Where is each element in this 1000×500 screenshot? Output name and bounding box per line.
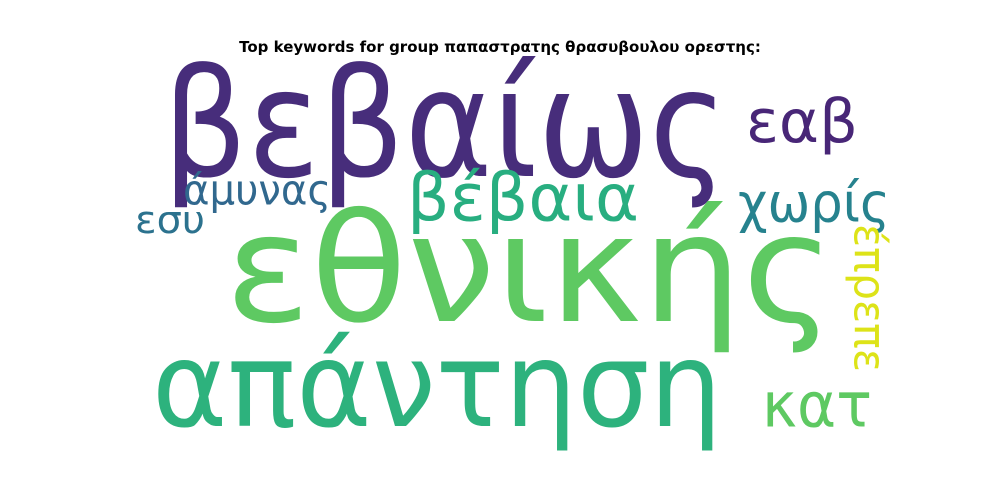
word-5: εαβ bbox=[746, 87, 858, 157]
word-6: χωρίς bbox=[738, 172, 890, 235]
word-2: εθνικής bbox=[225, 183, 835, 357]
word-9: έπρεπε bbox=[844, 224, 895, 372]
word-8: άμυνας bbox=[183, 166, 331, 215]
chart-title: Top keywords for group παπαστρατης θρασυ… bbox=[239, 38, 761, 56]
word-1: βεβαίως bbox=[163, 38, 728, 212]
word-7: κατ bbox=[762, 369, 872, 442]
word-10: εσυ bbox=[135, 198, 205, 242]
word-3: απάντηση bbox=[152, 316, 722, 454]
word-4: βέβαια bbox=[407, 160, 639, 237]
